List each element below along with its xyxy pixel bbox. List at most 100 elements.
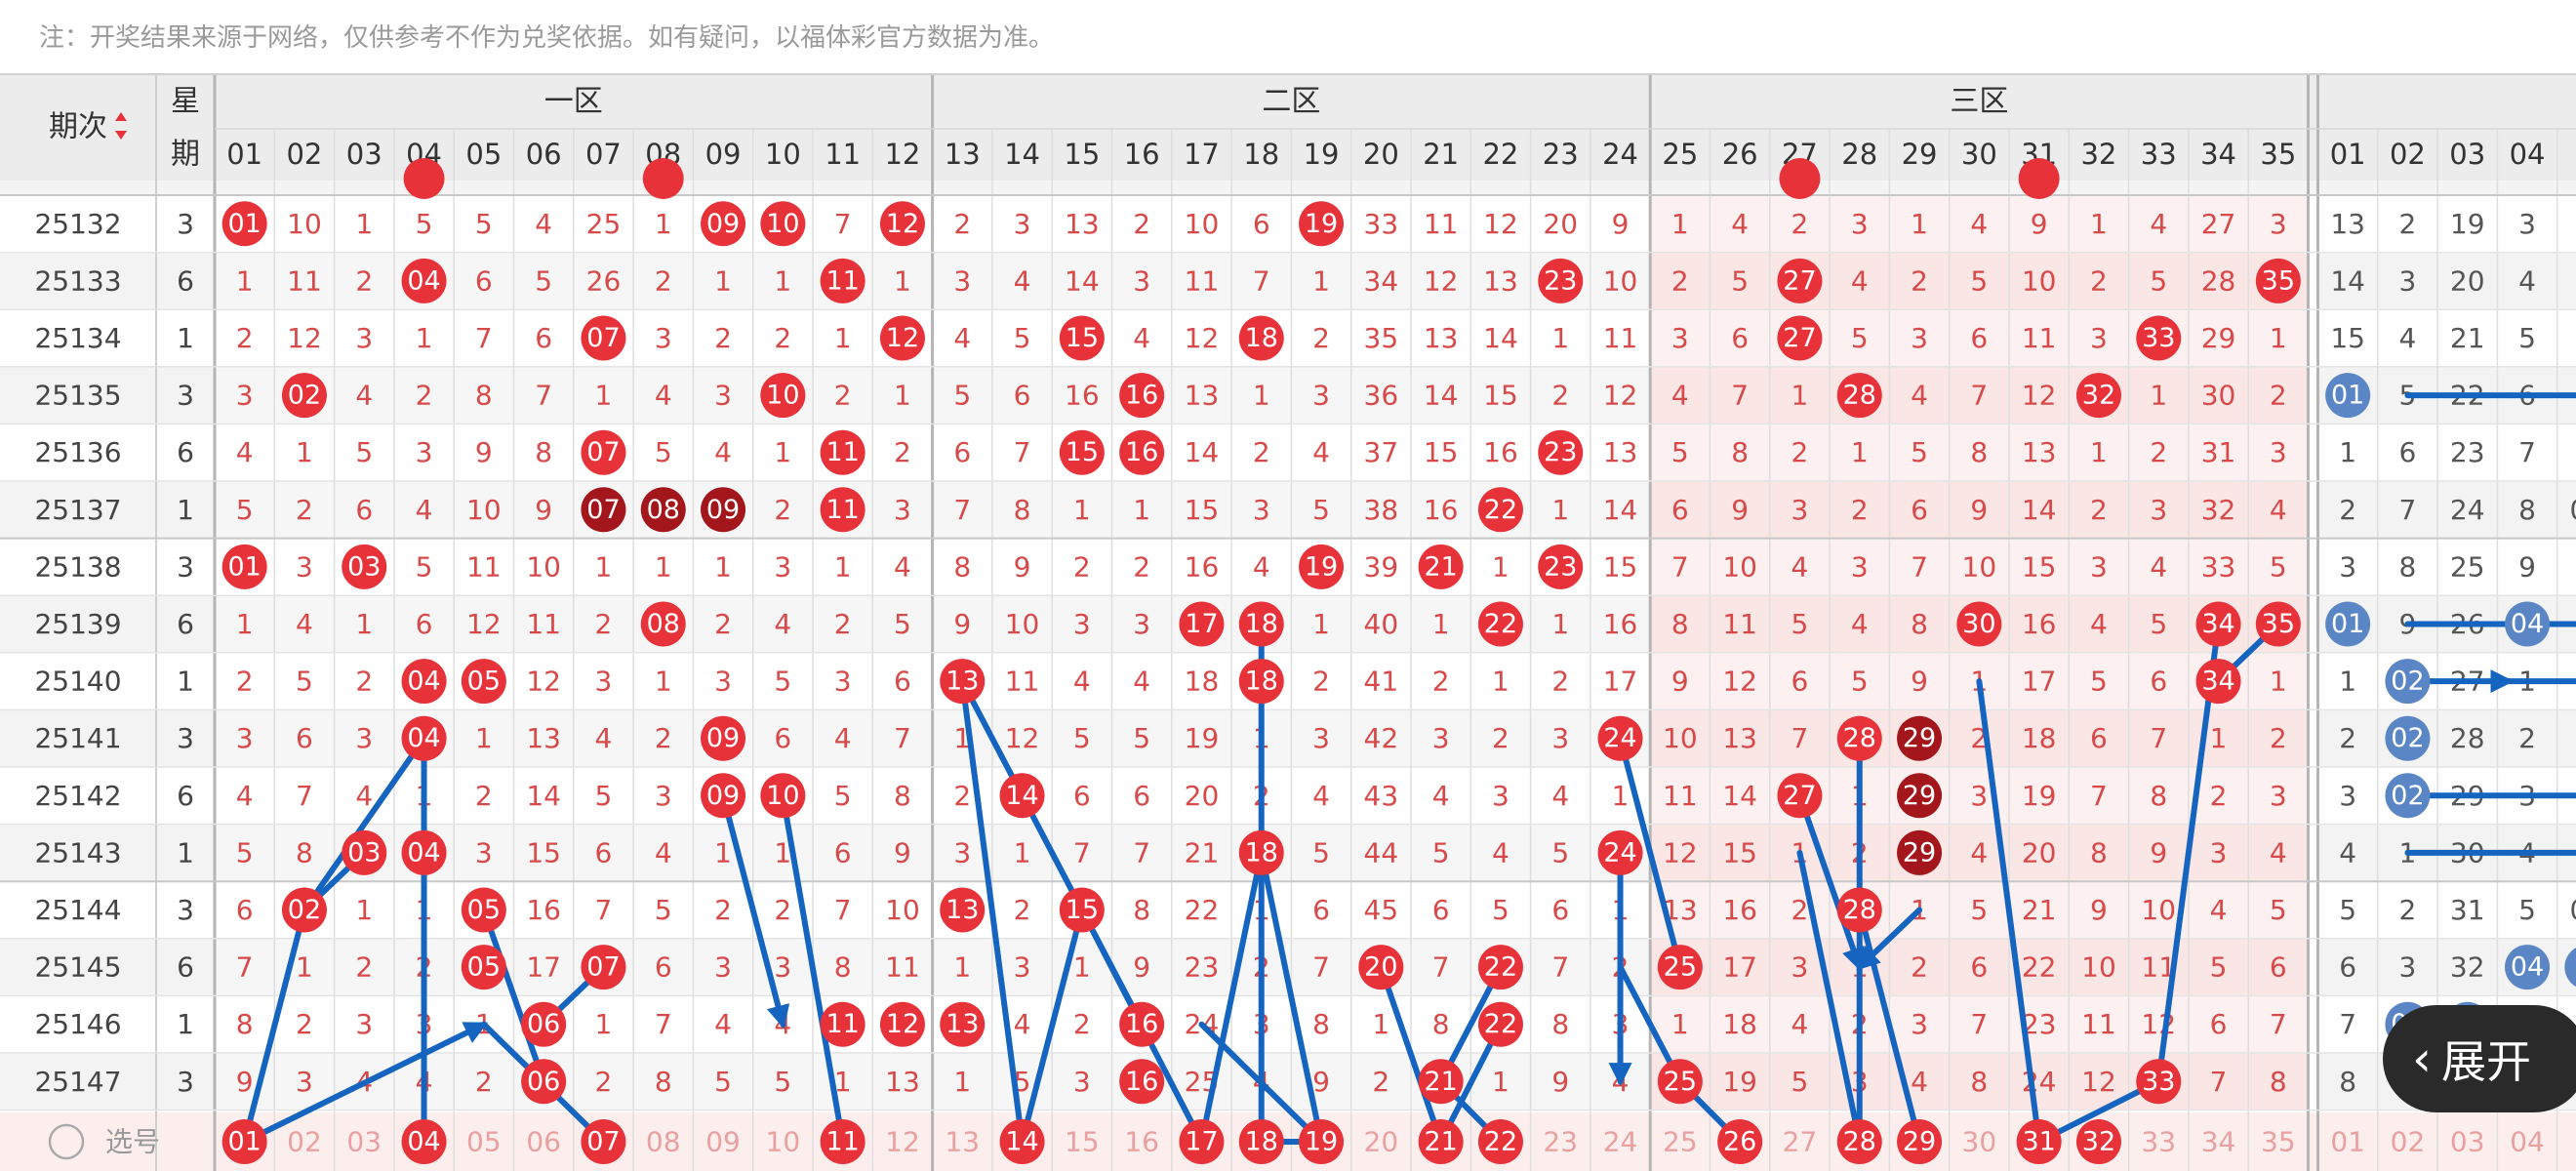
back-value: 9 [2518,550,2536,583]
omission-value: 22 [1185,894,1220,926]
omission-value: 8 [236,1008,254,1040]
week-cell: 1 [177,836,194,868]
omission-value: 27 [2201,208,2236,240]
omission-value: 28 [2201,264,2236,297]
trend-arrow [1193,849,1265,1147]
drawn-ball [1777,258,1823,303]
back-value: 1 [2339,666,2356,698]
period-cell: 25142 [34,780,121,812]
omission-value: 13 [1483,264,1518,297]
period-cell: 25141 [34,722,121,754]
omission-value: 16 [1424,494,1459,526]
column-header: 21 [1423,138,1459,171]
omission-value: 6 [1970,322,1988,354]
drawn-ball-number: 07 [586,495,620,525]
select-ball-picked[interactable] [2075,1119,2121,1164]
drawn-ball [760,201,806,247]
omission-value: 16 [1483,436,1518,468]
select-ball-picked[interactable] [1717,1119,1763,1164]
omission-value: 2 [1133,550,1150,583]
select-ball-picked[interactable] [581,1119,626,1164]
back-column-header: 03 [2449,138,2485,171]
sort-down-icon[interactable] [115,131,127,140]
select-ball-picked[interactable] [1238,1119,1284,1164]
omission-value: 7 [1312,951,1330,984]
drawn-ball [1238,601,1284,647]
omission-value: 4 [1911,380,1928,412]
drawn-ball-number: 10 [766,381,799,411]
expand-button[interactable]: ‹ 展开 [2383,1005,2576,1112]
trend-arrow [780,792,852,1147]
drawn-ball [1777,773,1823,819]
select-ball-picked[interactable] [1836,1119,1882,1164]
omission-value: 8 [1432,1008,1450,1040]
select-ball-picked[interactable] [221,1119,267,1164]
zone3-background [1650,938,2309,996]
omission-value: 9 [475,436,493,468]
omission-value: 2 [1253,436,1270,468]
select-ball-picked[interactable] [1897,1119,1943,1164]
column-header: 35 [2260,138,2296,171]
drawn-ball [2195,601,2241,647]
omission-value: 29 [2201,322,2236,354]
drawn-ball-number: 16 [1125,381,1158,411]
omission-value: 6 [535,322,552,354]
omission-value: 7 [894,722,911,754]
select-ball-picked[interactable] [999,1119,1045,1164]
column-header: 06 [526,138,562,171]
column-header: 16 [1124,138,1160,171]
omission-value: 2 [355,264,373,297]
omission-value: 9 [535,494,552,526]
omission-value: 5 [2270,550,2287,583]
drawn-ball [820,429,865,475]
period-cell: 25143 [34,836,121,868]
omission-value: 12 [2081,1066,2116,1098]
back-value: 3 [2339,550,2356,583]
back-ball-number: 04 [2511,609,2544,639]
omission-value: 3 [1133,608,1150,640]
back-row-background [2317,881,2576,939]
sort-up-icon[interactable] [115,112,127,121]
omission-value: 5 [2150,264,2167,297]
omission-value: 1 [1312,608,1330,640]
select-radio[interactable] [48,1123,85,1160]
drawn-ball [581,429,626,475]
omission-value: 6 [655,951,672,984]
omission-value: 2 [1791,208,1809,240]
omission-value: 6 [236,894,254,926]
back-value: 24 [2450,494,2485,526]
select-ball-picked[interactable] [820,1119,865,1164]
drawn-ball [1477,945,1523,990]
drawn-ball [1657,945,1703,990]
select-ball-picked[interactable] [401,1119,447,1164]
back-value: 8 [2399,550,2417,583]
omission-value: 2 [2090,494,2108,526]
omission-value: 26 [586,264,622,297]
drawn-ball-number: 25 [1664,1067,1697,1097]
back-value: 25 [2450,550,2485,583]
omission-value: 3 [894,494,911,526]
select-ball-picked[interactable] [1477,1119,1523,1164]
omission-value: 2 [655,722,672,754]
omission-value: 1 [1014,836,1031,868]
omission-value: 2 [1073,1008,1091,1040]
select-ball-picked[interactable] [1418,1119,1464,1164]
drawn-ball-number: 11 [825,495,859,525]
omission-value: 4 [1014,1008,1031,1040]
period-cell-bg [0,995,215,1053]
drawn-ball-number: 15 [1066,895,1099,925]
omission-value: 4 [1851,264,1869,297]
omission-value: 1 [2270,666,2287,698]
drawn-ball [342,829,387,875]
omission-value: 3 [953,264,971,297]
omission-value: 5 [2150,608,2167,640]
select-ball-picked[interactable] [1179,1119,1225,1164]
column-header: 23 [1543,138,1579,171]
back-value: 5 [2339,894,2356,926]
omission-value: 4 [1791,1008,1809,1040]
drawn-ball [581,315,626,361]
select-ball-picked[interactable] [2016,1119,2062,1164]
partial-ball [642,158,684,199]
select-ball-picked[interactable] [1299,1119,1345,1164]
